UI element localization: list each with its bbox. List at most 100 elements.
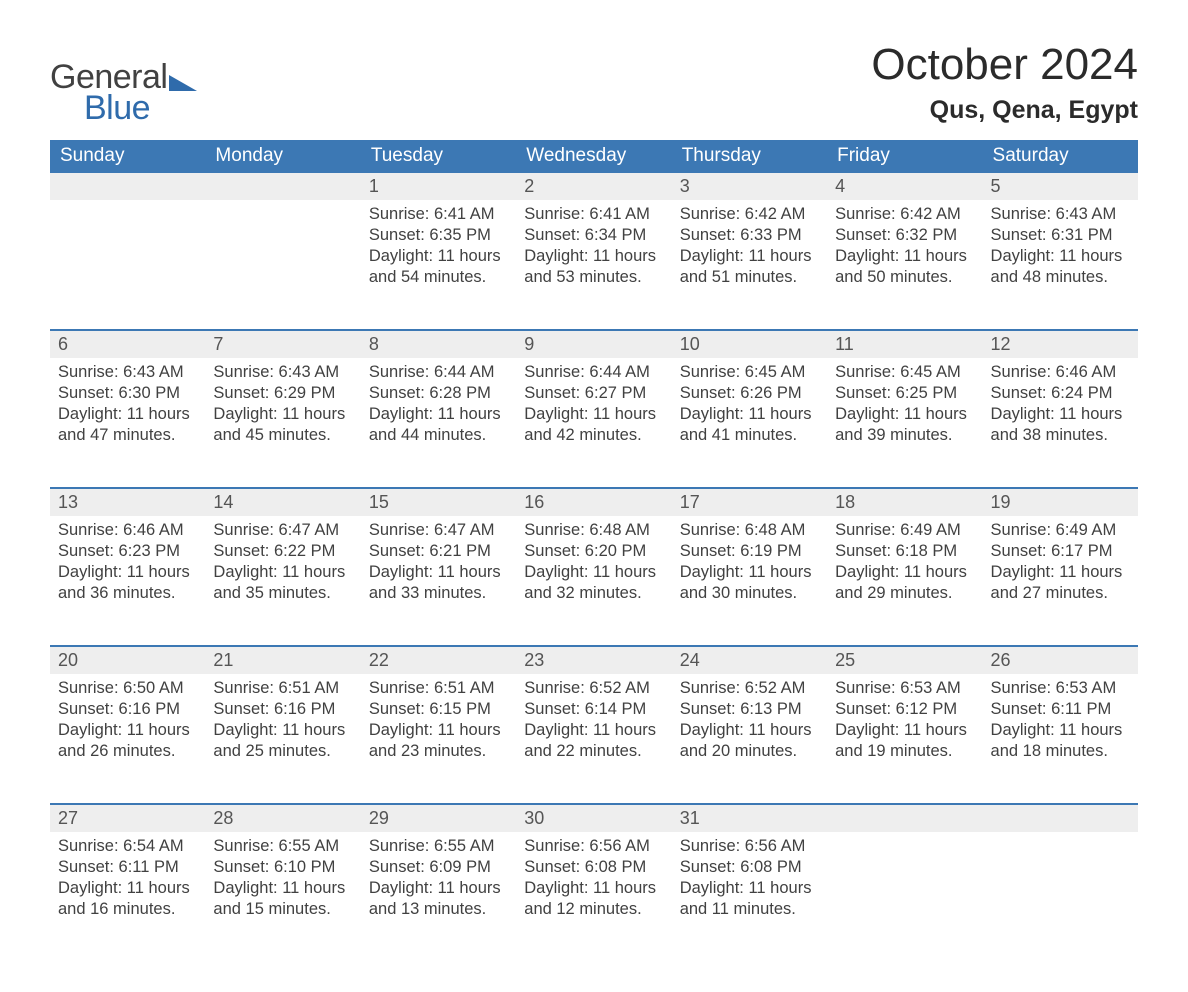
day-number-cell: 17 — [672, 488, 827, 516]
col-thursday: Thursday — [672, 140, 827, 173]
sunset-line: Sunset: 6:13 PM — [680, 699, 819, 720]
sunset-line: Sunset: 6:15 PM — [369, 699, 508, 720]
sunset-line: Sunset: 6:22 PM — [213, 541, 352, 562]
daylight-line: Daylight: 11 hours and 35 minutes. — [213, 562, 352, 604]
day-details: Sunrise: 6:47 AMSunset: 6:22 PMDaylight:… — [205, 516, 360, 614]
sunrise-line: Sunrise: 6:43 AM — [991, 204, 1130, 225]
daylight-line: Daylight: 11 hours and 48 minutes. — [991, 246, 1130, 288]
page-header: General Blue October 2024 Qus, Qena, Egy… — [50, 40, 1138, 128]
day-details: Sunrise: 6:41 AMSunset: 6:34 PMDaylight:… — [516, 200, 671, 298]
daylight-line: Daylight: 11 hours and 54 minutes. — [369, 246, 508, 288]
day-cell — [205, 200, 360, 330]
day-cell: Sunrise: 6:54 AMSunset: 6:11 PMDaylight:… — [50, 832, 205, 962]
day-cell: Sunrise: 6:42 AMSunset: 6:32 PMDaylight:… — [827, 200, 982, 330]
sunrise-line: Sunrise: 6:53 AM — [991, 678, 1130, 699]
sunset-line: Sunset: 6:34 PM — [524, 225, 663, 246]
day-number-cell: 13 — [50, 488, 205, 516]
col-monday: Monday — [205, 140, 360, 173]
day-details: Sunrise: 6:43 AMSunset: 6:30 PMDaylight:… — [50, 358, 205, 456]
day-cell — [983, 832, 1138, 962]
day-cell: Sunrise: 6:45 AMSunset: 6:25 PMDaylight:… — [827, 358, 982, 488]
sunrise-line: Sunrise: 6:45 AM — [680, 362, 819, 383]
day-cell: Sunrise: 6:53 AMSunset: 6:12 PMDaylight:… — [827, 674, 982, 804]
title-block: October 2024 Qus, Qena, Egypt — [871, 40, 1138, 125]
daylight-line: Daylight: 11 hours and 18 minutes. — [991, 720, 1130, 762]
day-details: Sunrise: 6:41 AMSunset: 6:35 PMDaylight:… — [361, 200, 516, 298]
day-number-cell: 8 — [361, 330, 516, 358]
day-details: Sunrise: 6:44 AMSunset: 6:27 PMDaylight:… — [516, 358, 671, 456]
day-number-cell: 11 — [827, 330, 982, 358]
sunset-line: Sunset: 6:08 PM — [680, 857, 819, 878]
day-cell: Sunrise: 6:46 AMSunset: 6:24 PMDaylight:… — [983, 358, 1138, 488]
sunset-line: Sunset: 6:11 PM — [991, 699, 1130, 720]
sunset-line: Sunset: 6:31 PM — [991, 225, 1130, 246]
page-title: October 2024 — [871, 40, 1138, 90]
day-details: Sunrise: 6:56 AMSunset: 6:08 PMDaylight:… — [672, 832, 827, 930]
sunrise-line: Sunrise: 6:51 AM — [213, 678, 352, 699]
day-cell: Sunrise: 6:48 AMSunset: 6:20 PMDaylight:… — [516, 516, 671, 646]
sunrise-line: Sunrise: 6:48 AM — [524, 520, 663, 541]
daylight-line: Daylight: 11 hours and 13 minutes. — [369, 878, 508, 920]
daynum-row: 13141516171819 — [50, 488, 1138, 516]
daylight-line: Daylight: 11 hours and 42 minutes. — [524, 404, 663, 446]
sunrise-line: Sunrise: 6:46 AM — [58, 520, 197, 541]
day-number-cell: 1 — [361, 173, 516, 200]
sunrise-line: Sunrise: 6:44 AM — [369, 362, 508, 383]
day-details: Sunrise: 6:52 AMSunset: 6:14 PMDaylight:… — [516, 674, 671, 772]
day-details: Sunrise: 6:52 AMSunset: 6:13 PMDaylight:… — [672, 674, 827, 772]
sunrise-line: Sunrise: 6:56 AM — [524, 836, 663, 857]
sunset-line: Sunset: 6:19 PM — [680, 541, 819, 562]
weekday-header-row: Sunday Monday Tuesday Wednesday Thursday… — [50, 140, 1138, 173]
sunrise-line: Sunrise: 6:49 AM — [991, 520, 1130, 541]
sunset-line: Sunset: 6:09 PM — [369, 857, 508, 878]
sunset-line: Sunset: 6:26 PM — [680, 383, 819, 404]
daylight-line: Daylight: 11 hours and 16 minutes. — [58, 878, 197, 920]
sunset-line: Sunset: 6:28 PM — [369, 383, 508, 404]
col-friday: Friday — [827, 140, 982, 173]
day-details: Sunrise: 6:45 AMSunset: 6:25 PMDaylight:… — [827, 358, 982, 456]
brand-logo: General Blue — [50, 58, 197, 128]
sunset-line: Sunset: 6:25 PM — [835, 383, 974, 404]
sunrise-line: Sunrise: 6:52 AM — [524, 678, 663, 699]
day-details: Sunrise: 6:55 AMSunset: 6:09 PMDaylight:… — [361, 832, 516, 930]
day-number-cell: 14 — [205, 488, 360, 516]
daylight-line: Daylight: 11 hours and 47 minutes. — [58, 404, 197, 446]
sunrise-line: Sunrise: 6:53 AM — [835, 678, 974, 699]
sunset-line: Sunset: 6:33 PM — [680, 225, 819, 246]
day-number-cell: 31 — [672, 804, 827, 832]
day-cell: Sunrise: 6:55 AMSunset: 6:09 PMDaylight:… — [361, 832, 516, 962]
day-cell: Sunrise: 6:46 AMSunset: 6:23 PMDaylight:… — [50, 516, 205, 646]
daynum-row: 6789101112 — [50, 330, 1138, 358]
day-details: Sunrise: 6:49 AMSunset: 6:18 PMDaylight:… — [827, 516, 982, 614]
day-number-cell: 19 — [983, 488, 1138, 516]
day-cell: Sunrise: 6:52 AMSunset: 6:14 PMDaylight:… — [516, 674, 671, 804]
day-details: Sunrise: 6:48 AMSunset: 6:20 PMDaylight:… — [516, 516, 671, 614]
daylight-line: Daylight: 11 hours and 29 minutes. — [835, 562, 974, 604]
day-details: Sunrise: 6:48 AMSunset: 6:19 PMDaylight:… — [672, 516, 827, 614]
daylight-line: Daylight: 11 hours and 12 minutes. — [524, 878, 663, 920]
daylight-line: Daylight: 11 hours and 30 minutes. — [680, 562, 819, 604]
day-number-cell: 23 — [516, 646, 671, 674]
day-cell: Sunrise: 6:44 AMSunset: 6:28 PMDaylight:… — [361, 358, 516, 488]
day-cell: Sunrise: 6:44 AMSunset: 6:27 PMDaylight:… — [516, 358, 671, 488]
day-details: Sunrise: 6:49 AMSunset: 6:17 PMDaylight:… — [983, 516, 1138, 614]
sunset-line: Sunset: 6:35 PM — [369, 225, 508, 246]
day-details: Sunrise: 6:42 AMSunset: 6:33 PMDaylight:… — [672, 200, 827, 298]
day-number-cell: 16 — [516, 488, 671, 516]
day-cell — [827, 832, 982, 962]
sunrise-line: Sunrise: 6:55 AM — [213, 836, 352, 857]
day-number-cell: 27 — [50, 804, 205, 832]
day-number-cell: 30 — [516, 804, 671, 832]
day-details: Sunrise: 6:56 AMSunset: 6:08 PMDaylight:… — [516, 832, 671, 930]
sunrise-line: Sunrise: 6:52 AM — [680, 678, 819, 699]
daylight-line: Daylight: 11 hours and 23 minutes. — [369, 720, 508, 762]
week-body-row: Sunrise: 6:41 AMSunset: 6:35 PMDaylight:… — [50, 200, 1138, 330]
week-body-row: Sunrise: 6:46 AMSunset: 6:23 PMDaylight:… — [50, 516, 1138, 646]
daylight-line: Daylight: 11 hours and 45 minutes. — [213, 404, 352, 446]
daylight-line: Daylight: 11 hours and 36 minutes. — [58, 562, 197, 604]
sunset-line: Sunset: 6:32 PM — [835, 225, 974, 246]
sunset-line: Sunset: 6:10 PM — [213, 857, 352, 878]
day-cell: Sunrise: 6:45 AMSunset: 6:26 PMDaylight:… — [672, 358, 827, 488]
day-number-cell: 28 — [205, 804, 360, 832]
day-cell: Sunrise: 6:41 AMSunset: 6:35 PMDaylight:… — [361, 200, 516, 330]
